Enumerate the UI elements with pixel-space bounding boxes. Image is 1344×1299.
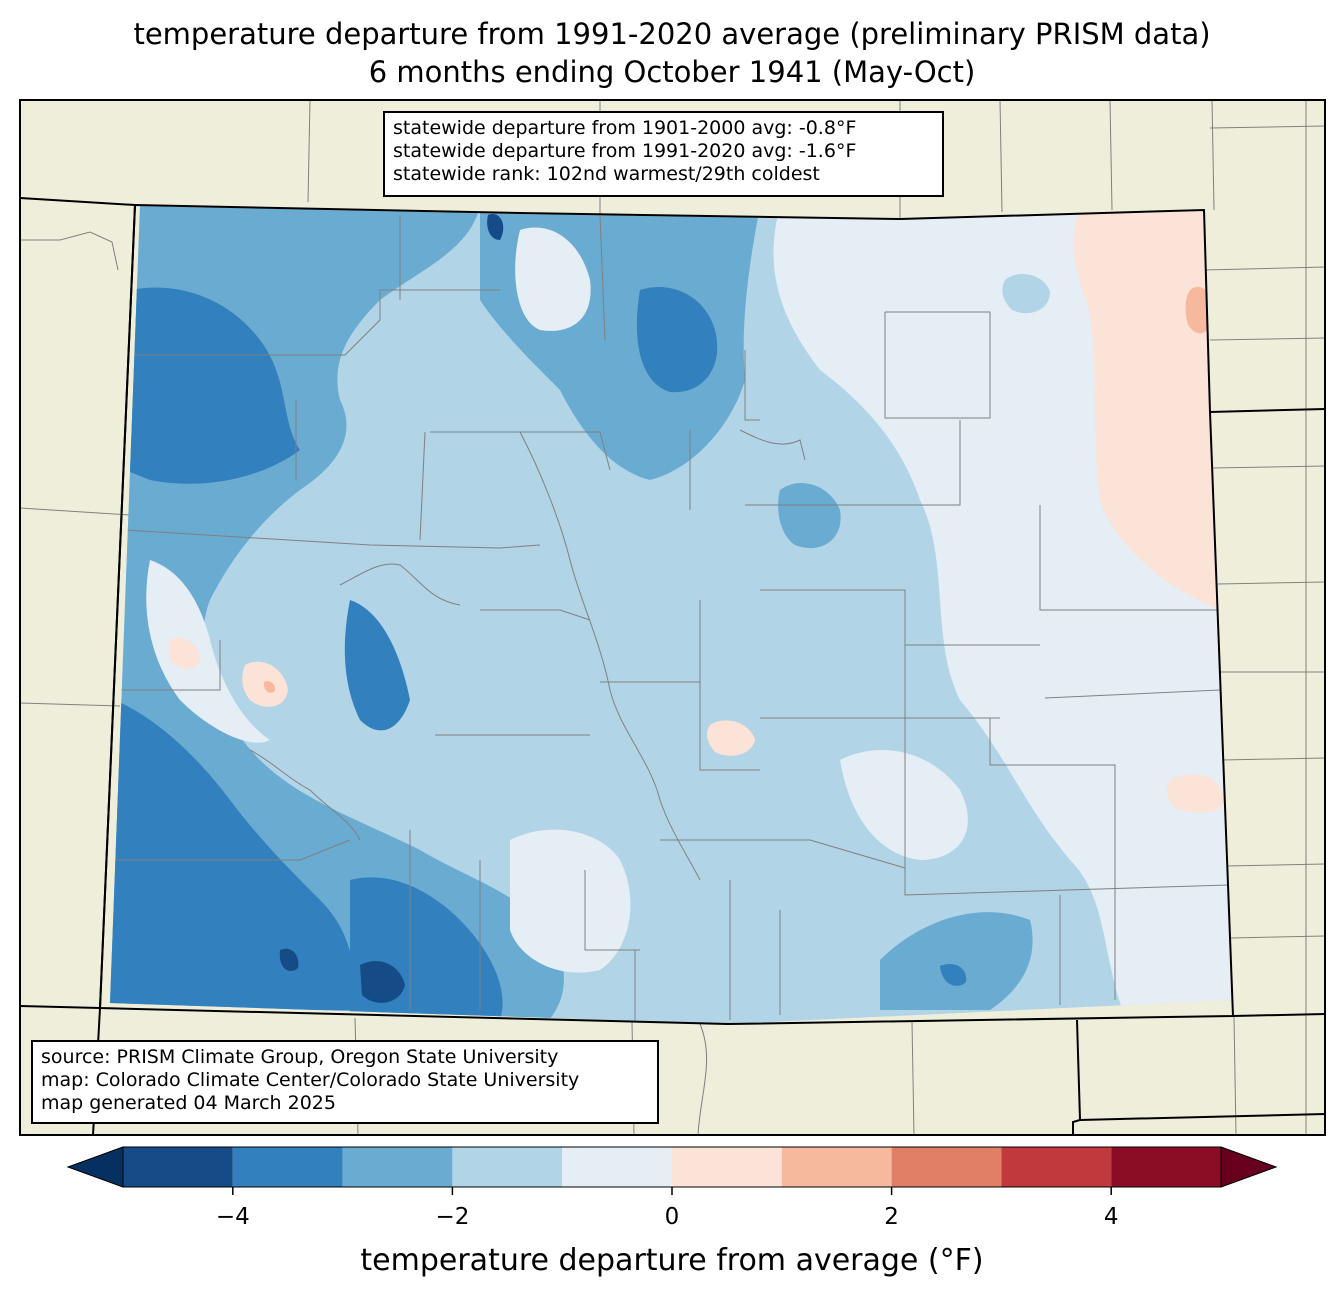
fill-1-to-2-east-edge [1185,286,1212,334]
fill-minus4-to-minus3-central [344,600,410,731]
source-generated-date: map generated 04 March 2025 [41,1092,336,1114]
fill-0-to-1-central [707,720,755,756]
fill-minus4-to-minus3-southeast-spot [940,963,967,986]
colorbar-bin [1111,1147,1221,1187]
fill-minus1-to-0-southeast-patch [840,750,968,860]
source-box: source: PRISM Climate Group, Oregon Stat… [31,1040,659,1124]
colorbar-bin [562,1147,672,1187]
fill-0-to-1-west-b [170,637,200,669]
stats-departure-1901-2000: statewide departure from 1901-2000 avg: … [393,117,857,139]
colorbar-over-arrow [1220,1146,1278,1188]
fill-0-to-1-east [1073,206,1222,610]
stats-departure-1991-2020: statewide departure from 1991-2020 avg: … [393,140,857,162]
colorado-county-lines [110,214,1231,1020]
colorbar-tick-label: −2 [435,1204,470,1230]
stats-rank: statewide rank: 102nd warmest/29th colde… [393,163,820,185]
fill-minus4-to-minus3-north-peak [636,286,718,393]
colorbar-under-arrow [66,1146,124,1188]
fill-minus1-to-0-south-central [510,829,631,973]
colorbar-bin [452,1147,563,1187]
fill-minus3-to-minus2-east-spot [778,482,841,549]
colorbar-tick-label: 0 [664,1204,680,1230]
colorbar-bin [891,1147,1002,1187]
fill-minus4-to-minus3-southwest [110,700,354,1010]
map-title-line1: temperature departure from 1991-2020 ave… [133,17,1211,51]
map-frame [19,99,1326,1136]
statewide-stats-box: statewide departure from 1901-2000 avg: … [383,111,944,197]
fill-0-to-1-southeast [1166,774,1224,813]
colorbar-bin [672,1147,782,1187]
source-map-credit: map: Colorado Climate Center/Colorado St… [41,1069,580,1091]
colorbar-label: temperature departure from average (°F) [360,1243,984,1278]
colorbar-bin [781,1147,892,1187]
colorbar [66,1146,1278,1195]
colorbar-bin [232,1147,343,1187]
fill-minus5-to-minus4-a [360,961,405,1003]
departure-field [110,206,1232,1024]
colorbar-bin [123,1147,233,1187]
fill-minus2-to-minus1-east-spot [1002,273,1050,314]
colorbar-bin [1001,1147,1112,1187]
map-title-line2: 6 months ending October 1941 (May-Oct) [368,55,976,89]
colorbar-tick-label: −4 [215,1204,250,1230]
fill-minus1-to-0-north [515,227,591,331]
fill-minus4-to-minus3-northwest [125,287,300,484]
colorbar-tick-label: 4 [1103,1204,1119,1230]
colorbar-bin [342,1147,453,1187]
colorbar-tick-label: 2 [884,1204,899,1230]
fill-minus5-to-minus4-b [279,948,299,971]
fill-minus3-to-minus2-southeast [880,912,1033,1010]
source-prism: source: PRISM Climate Group, Oregon Stat… [41,1046,559,1068]
fill-minus1-to-0-southwest [146,560,270,743]
fill-1-to-2-west-spot [263,681,276,693]
fill-minus5-to-minus4-c [487,214,504,240]
